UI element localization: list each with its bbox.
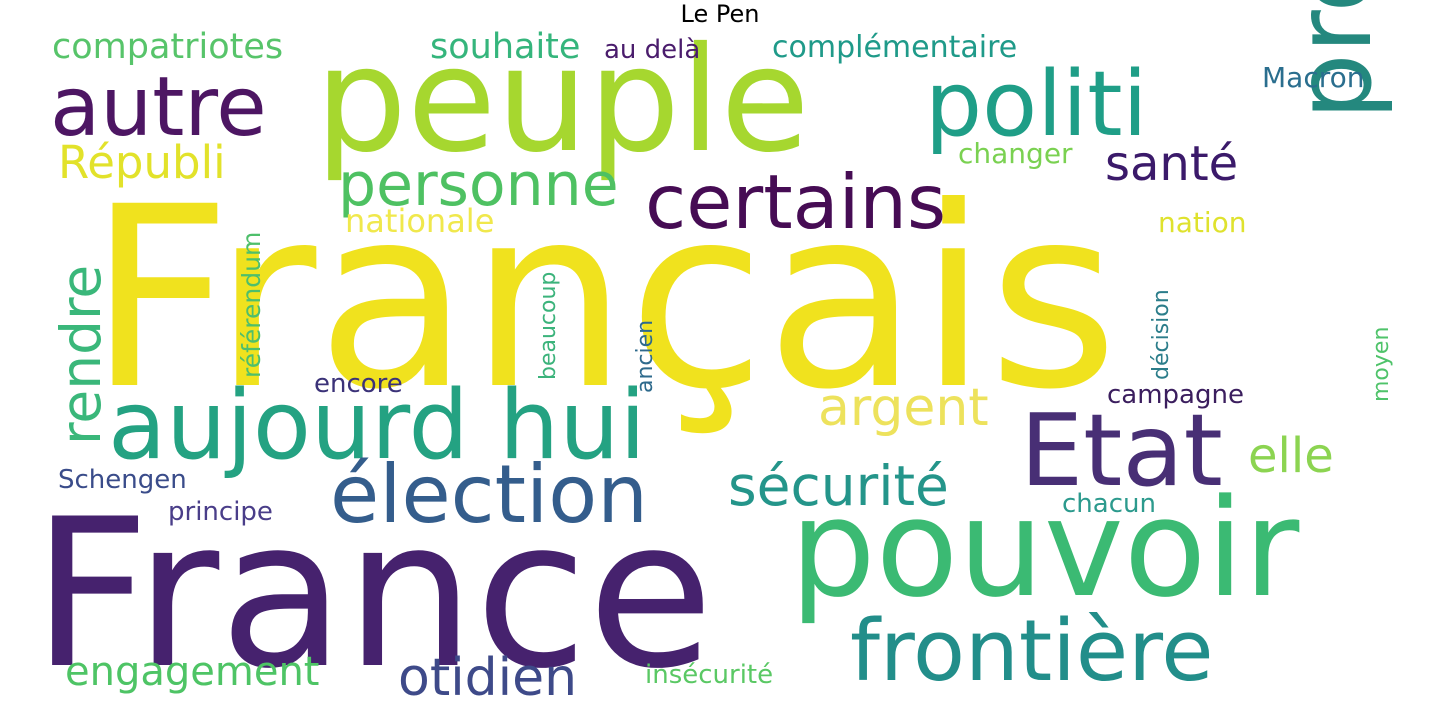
word-encore: encore	[314, 369, 403, 399]
word-elle: elle	[1248, 428, 1334, 484]
word-peuple: peuple	[315, 16, 810, 185]
word-nation: nation	[1158, 206, 1247, 239]
word-compatriotes: compatriotes	[52, 27, 283, 67]
word-moyen: moyen	[1369, 327, 1394, 402]
word-changer: changer	[958, 137, 1073, 170]
word-decision: décision	[1149, 289, 1174, 380]
word-nationale: nationale	[345, 202, 494, 240]
word-securite: sécurité	[728, 454, 949, 518]
word-chacun: chacun	[1062, 489, 1156, 519]
word-election: élection	[330, 448, 648, 541]
word-republi: Républi	[58, 136, 226, 189]
word-argent: argent	[818, 378, 989, 438]
word-insecurite: insécurité	[645, 660, 773, 690]
word-campagne: campagne	[1107, 380, 1244, 410]
word-personne: personne	[338, 150, 619, 220]
word-referendum: référendum	[237, 232, 266, 378]
word-macron: Macron	[1262, 61, 1364, 94]
word-sante: santé	[1105, 136, 1238, 192]
word-otidien: otidien	[398, 648, 577, 708]
word-beaucoup: beaucoup	[536, 272, 561, 380]
word-complementaire: complémentaire	[772, 30, 1017, 65]
word-certains: certains	[645, 158, 946, 246]
word-france: France	[32, 476, 714, 714]
word-ancien: ancien	[633, 320, 658, 393]
word-schengen: Schengen	[58, 465, 187, 495]
word-frontiere: frontière	[850, 602, 1214, 701]
word-pouvoir: pouvoir	[790, 470, 1300, 627]
word-etat: Etat	[1020, 392, 1223, 509]
word-aujourd-hui: aujourd hui	[108, 371, 646, 481]
word-souhaite: souhaite	[430, 27, 580, 67]
word-engagement: engagement	[65, 649, 319, 695]
word-autre: autre	[50, 60, 267, 155]
word-au-dela: au delà	[604, 35, 700, 65]
word-francais: Français	[88, 153, 1118, 444]
word-projet: projet	[1273, 0, 1395, 120]
word-rendre: rendre	[49, 265, 113, 445]
word-politi: politi	[925, 52, 1148, 157]
chart-title: Le Pen	[680, 0, 760, 28]
word-principe: principe	[168, 497, 273, 527]
